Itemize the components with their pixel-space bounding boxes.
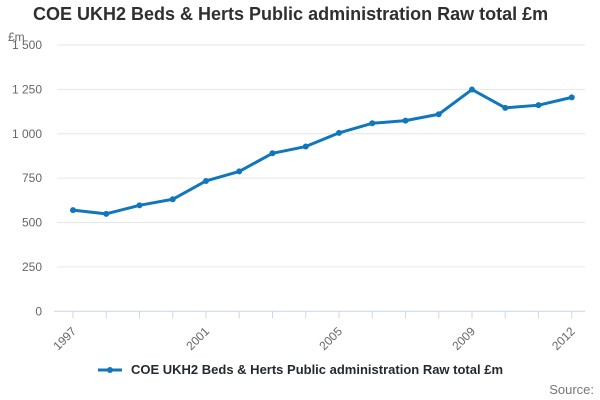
x-axis-tick-label: 2009 [449, 324, 478, 353]
data-point-marker[interactable] [568, 94, 575, 101]
data-point-marker[interactable] [103, 210, 110, 217]
data-point-marker[interactable] [402, 117, 409, 124]
data-point-marker[interactable] [535, 102, 542, 109]
data-point-marker[interactable] [203, 177, 209, 184]
data-point-marker[interactable] [369, 120, 376, 127]
series-line [71, 88, 574, 216]
data-point-marker[interactable] [269, 150, 276, 157]
y-axis-tick-label: 1 000 [12, 127, 42, 141]
x-axis-tick-label: 2005 [316, 324, 345, 353]
chart-svg: 0 250 500 750 1 000 1 250 1 500 1997 2001 2005 200… [12, 38, 585, 353]
y-axis-tick-label: 0 [35, 304, 42, 318]
data-point-marker[interactable] [70, 207, 76, 214]
legend-label: COE UKH2 Beds & Herts Public administrat… [130, 362, 504, 377]
legend-item[interactable]: COE UKH2 Beds & Herts Public administrat… [0, 362, 600, 377]
y-axis-tick-label: 750 [22, 171, 42, 185]
data-point-marker[interactable] [336, 129, 342, 136]
source-label: Source: [549, 382, 594, 397]
x-axis-tick-label: 1997 [50, 324, 79, 353]
data-point-marker[interactable] [469, 86, 475, 93]
data-point-marker[interactable] [169, 196, 176, 203]
x-axis-tick-label: 2001 [183, 324, 212, 353]
legend-line-marker-icon [97, 366, 122, 373]
y-axis-tick-label: 500 [22, 216, 42, 230]
x-axis-tick-label: 2012 [549, 324, 578, 353]
data-point-marker[interactable] [435, 111, 442, 118]
chart-title: COE UKH2 Beds & Herts Public administrat… [33, 4, 549, 24]
y-axis-tick-label: 1 250 [12, 82, 42, 96]
data-point-marker[interactable] [236, 168, 243, 175]
data-point-marker[interactable] [502, 104, 509, 111]
y-axis-tick-label: 1 500 [12, 38, 42, 52]
y-axis-unit-label: £m [8, 30, 25, 44]
y-axis-tick-label: 250 [22, 260, 42, 274]
data-point-marker[interactable] [302, 143, 309, 150]
data-point-marker[interactable] [136, 202, 143, 209]
